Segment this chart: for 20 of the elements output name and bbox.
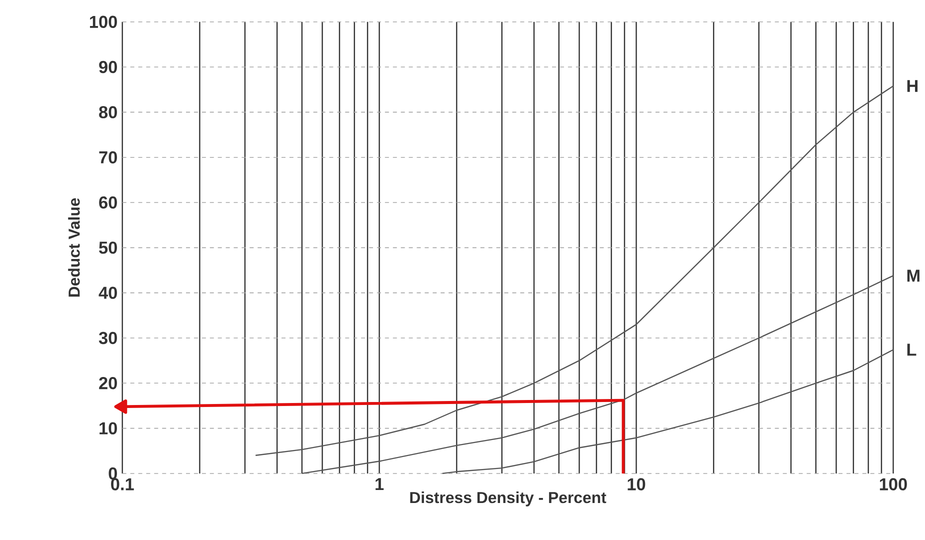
y-tick-label: 80 bbox=[99, 106, 117, 118]
y-tick-label: 30 bbox=[98, 332, 117, 344]
y-tick-label: 40 bbox=[98, 286, 117, 299]
y-axis-title: Deduct Value bbox=[68, 198, 80, 297]
y-tick-label: 50 bbox=[99, 242, 117, 254]
y-tick-label: 100 bbox=[90, 16, 117, 28]
series-label: L bbox=[907, 344, 916, 356]
series-label: M bbox=[907, 270, 920, 282]
x-tick-label: 10 bbox=[628, 478, 646, 490]
y-tick-label: 0 bbox=[108, 467, 117, 480]
x-tick-label: 0.1 bbox=[111, 478, 134, 490]
y-tick-label: 70 bbox=[99, 151, 117, 164]
x-tick-label: 1 bbox=[376, 478, 384, 490]
x-tick-label: 100 bbox=[880, 478, 907, 490]
y-tick-label: 20 bbox=[99, 376, 117, 390]
series-label: H bbox=[907, 80, 918, 92]
y-tick-label: 60 bbox=[99, 196, 117, 209]
x-axis-title: Distress Density - Percent bbox=[410, 491, 606, 506]
y-tick-label: 90 bbox=[99, 60, 117, 74]
y-tick-label: 10 bbox=[100, 422, 117, 434]
